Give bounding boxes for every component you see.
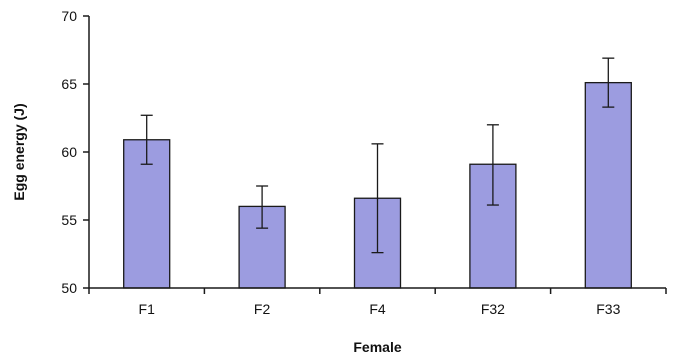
y-axis-ticks: 50 55 60 65 70 <box>61 8 89 296</box>
y-tick-label: 50 <box>61 280 77 296</box>
error-bars <box>140 57 615 254</box>
x-tick-label: F33 <box>596 301 620 317</box>
bar <box>584 81 632 289</box>
x-axis-ticks: F1 F2 F4 F32 F33 <box>88 288 667 317</box>
x-tick-label: F32 <box>481 301 505 317</box>
y-axis-title: Egg energy (J) <box>11 103 27 200</box>
x-tick-label: F4 <box>369 301 386 317</box>
y-tick-label: 55 <box>61 212 77 228</box>
y-tick-label: 60 <box>61 144 77 160</box>
y-tick-label: 70 <box>61 8 77 24</box>
x-tick-label: F2 <box>254 301 271 317</box>
y-tick-label: 65 <box>61 76 77 92</box>
x-tick-label: F1 <box>139 301 156 317</box>
x-axis-title: Female <box>353 339 401 355</box>
bars <box>123 81 632 289</box>
